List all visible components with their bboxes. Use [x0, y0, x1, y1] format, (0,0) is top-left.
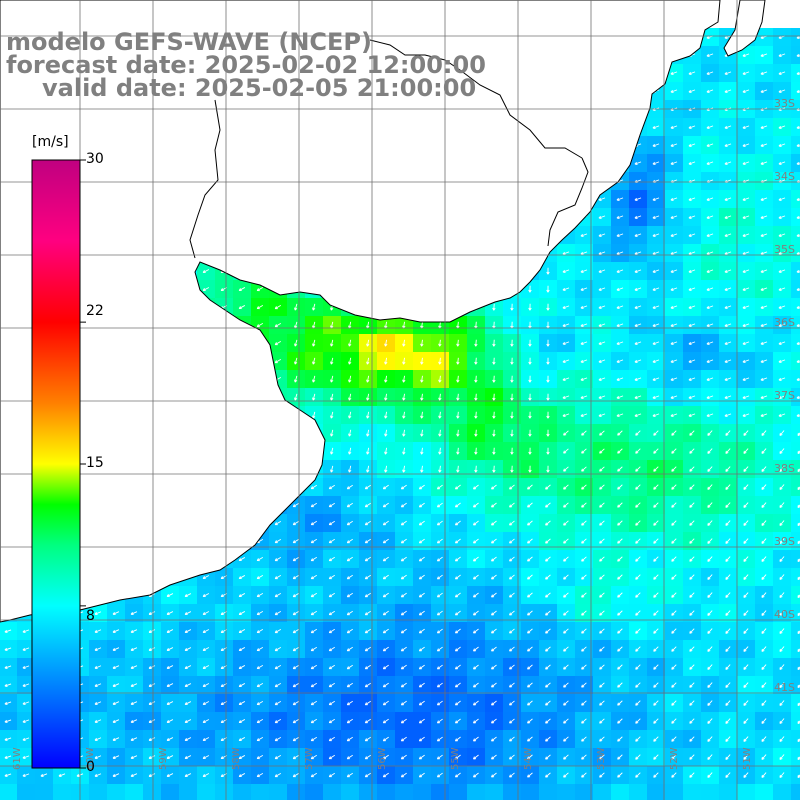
wind-cell [629, 784, 648, 800]
wind-cell [233, 784, 252, 800]
lat-label: 40S [774, 608, 795, 621]
lat-label: 34S [774, 170, 795, 183]
wind-cell [755, 784, 774, 800]
lon-label: 53W [596, 747, 607, 770]
wind-cell [359, 784, 378, 800]
wind-cell [89, 784, 108, 800]
lat-label: 38S [774, 462, 795, 475]
wind-cell [467, 784, 486, 800]
lon-label: 51W [742, 747, 753, 770]
lon-label: 52W [669, 747, 680, 770]
lat-label: 41S [774, 681, 795, 694]
wind-cell [0, 640, 18, 659]
wind-cell [269, 784, 288, 800]
colorbar-tick-15: 15 [86, 456, 104, 470]
wind-cell [305, 784, 324, 800]
wind-cell [179, 784, 198, 800]
colorbar-tick-22: 22 [86, 304, 104, 318]
wind-cell [665, 784, 684, 800]
lon-label: 55W [450, 747, 461, 770]
wind-cell [593, 784, 612, 800]
wind-cell [719, 784, 738, 800]
wind-cell [395, 784, 414, 800]
lat-label: 35S [774, 243, 795, 256]
wind-cell [143, 784, 162, 800]
wind-cell [107, 784, 126, 800]
wind-cell [0, 694, 18, 713]
colorbar-tick-8: 8 [86, 609, 95, 623]
wind-cell [611, 784, 630, 800]
colorbar [32, 160, 86, 768]
wind-cell [0, 658, 18, 677]
wind-cell [0, 730, 18, 749]
lon-label: 57W [304, 747, 315, 770]
lon-label: 56W [377, 747, 388, 770]
wind-cell [377, 784, 396, 800]
wind-cell [215, 784, 234, 800]
wind-cell [647, 784, 666, 800]
wind-cell [35, 784, 54, 800]
wind-cell [557, 784, 576, 800]
lon-label: 61W [12, 747, 23, 770]
wind-cell [197, 784, 216, 800]
wind-cell [701, 784, 720, 800]
wind-cell [773, 784, 792, 800]
wind-cell [413, 784, 432, 800]
lon-label: 59W [158, 747, 169, 770]
wind-cell [17, 784, 36, 800]
wind-cell [341, 784, 360, 800]
wind-cell [431, 784, 450, 800]
wind-cell [287, 784, 306, 800]
colorbar-gradient [32, 160, 80, 768]
wind-cell [323, 784, 342, 800]
wind-cell [449, 784, 468, 800]
wind-cell [125, 784, 144, 800]
lon-label: 58W [231, 747, 242, 770]
lat-label: 36S [774, 316, 795, 329]
wind-cell [683, 784, 702, 800]
lon-label: 54W [523, 747, 534, 770]
lat-label: 39S [774, 535, 795, 548]
colorbar-tick-0: 0 [86, 760, 95, 774]
wind-cell [503, 784, 522, 800]
wind-cell [53, 784, 72, 800]
wind-cell [521, 784, 540, 800]
wind-cell [539, 784, 558, 800]
wind-cell [0, 676, 18, 695]
colorbar-unit: [m/s] [32, 134, 69, 150]
wind-cell [0, 622, 18, 641]
wind-cell [0, 784, 18, 800]
wind-cell [737, 784, 756, 800]
lat-label: 37S [774, 389, 795, 402]
wind-cell [0, 712, 18, 731]
valid-date: valid date: 2025-02-05 21:00:00 [42, 76, 476, 100]
lat-label: 33S [774, 97, 795, 110]
wind-cell [791, 784, 800, 800]
wind-cell [251, 784, 270, 800]
colorbar-tick-30: 30 [86, 152, 104, 166]
wind-cell [161, 784, 180, 800]
wind-cell [485, 784, 504, 800]
